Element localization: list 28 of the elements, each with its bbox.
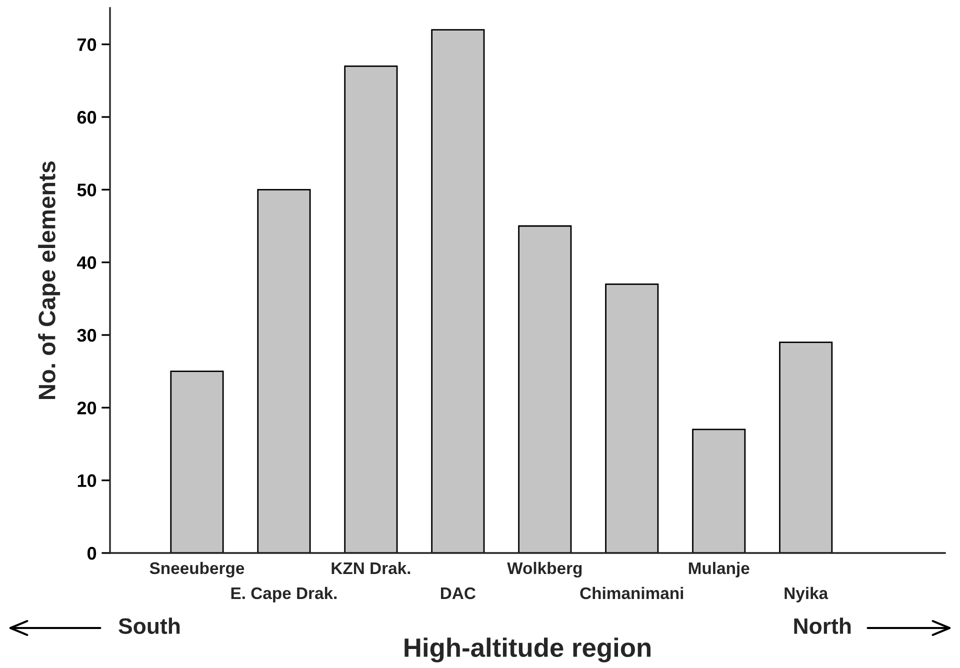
y-axis-title: No. of Cape elements	[38, 161, 60, 399]
bar	[170, 370, 224, 553]
x-axis-title: High-altitude region	[404, 638, 650, 662]
x-tick-label: E. Cape Drak.	[231, 586, 337, 602]
bar	[257, 188, 311, 553]
y-tick-label: 40	[77, 256, 96, 270]
x-tick-label: KZN Drak.	[332, 562, 410, 574]
text: North	[794, 618, 851, 634]
x-tick-label: Chimanimani	[580, 586, 684, 600]
x-tick-label: Nyika	[784, 586, 828, 602]
x-tick-label: Sneeuberge	[150, 562, 244, 578]
y-tick-label: 60	[77, 110, 96, 124]
x-tick-label: Wolkberg	[507, 562, 582, 578]
y-tick-label: 70	[78, 38, 96, 52]
bar	[605, 283, 659, 553]
bar	[518, 225, 572, 553]
y-tick-label: 20	[77, 402, 96, 414]
bar	[431, 29, 485, 553]
text: South	[118, 618, 180, 634]
x-tick-label: DAC	[440, 587, 476, 600]
y-tick-label: 10	[78, 474, 96, 488]
y-tick-label: 0	[87, 546, 96, 560]
bar	[692, 428, 746, 553]
y-tick-label: 30	[77, 328, 96, 342]
bar	[779, 342, 833, 553]
bar	[344, 65, 398, 553]
x-tick-label: Mulanje	[688, 562, 750, 578]
y-tick-label: 50	[77, 184, 96, 196]
